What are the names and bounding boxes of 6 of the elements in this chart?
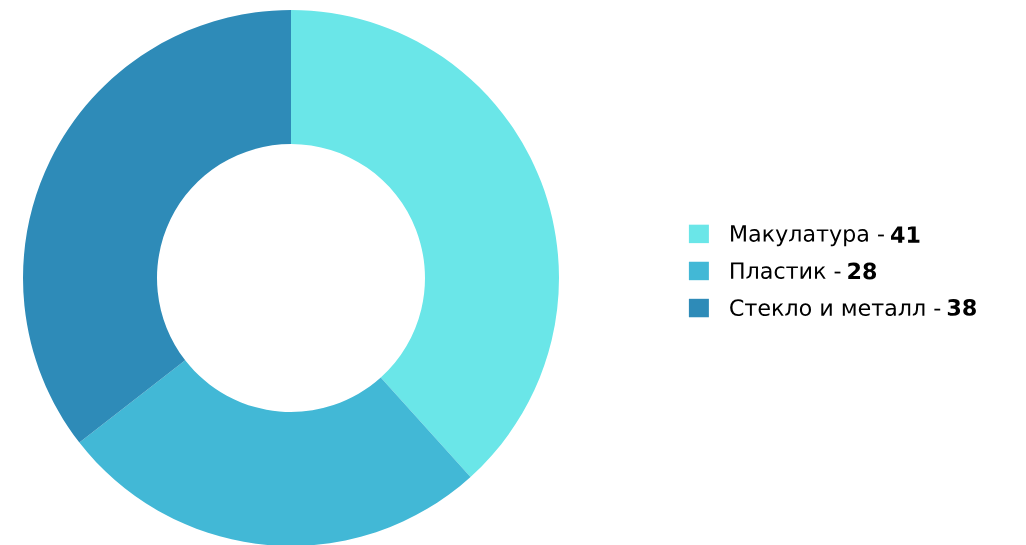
legend-label: Макулатура - xyxy=(731,225,884,247)
legend-label: Стекло и металл - xyxy=(730,299,941,317)
data-label: 41 xyxy=(891,226,920,243)
legend-label: Пластик - xyxy=(731,262,841,279)
data-label: 28 xyxy=(848,262,877,280)
data-label: 38 xyxy=(947,299,976,316)
